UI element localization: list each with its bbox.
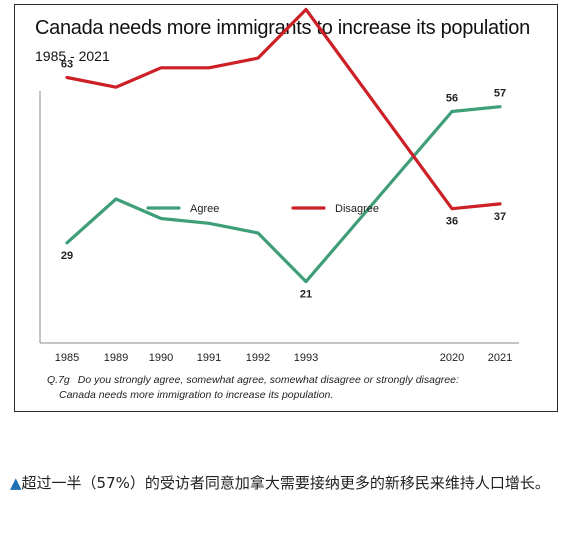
agree-data-label-1985: 29 bbox=[61, 250, 73, 262]
agree-series-line bbox=[65, 105, 502, 284]
legend: Agree Disagree bbox=[146, 203, 379, 215]
line-chart: 2921565763773637 19851989199019911992199… bbox=[39, 7, 519, 364]
question-id: Q.7g bbox=[47, 374, 70, 386]
data-labels-layer: 2921565763773637 bbox=[61, 59, 506, 301]
legend-label-agree: Agree bbox=[190, 203, 219, 215]
question-line-2: Canada needs more immigration to increas… bbox=[59, 389, 334, 401]
x-tick-labels: 1985 1989 1990 1991 1992 1993 2020 2021 bbox=[55, 352, 512, 364]
caption: ▲超过一半（57%）的受访者同意加拿大需要接纳更多的新移民来维持人口增长。 bbox=[10, 466, 562, 500]
x-tick-1992: 1992 bbox=[246, 352, 270, 364]
x-tick-1991: 1991 bbox=[197, 352, 221, 364]
agree-data-label-2020: 56 bbox=[446, 93, 458, 105]
chart-subtitle: 1985 - 2021 bbox=[35, 48, 110, 64]
disagree-data-label-1985: 63 bbox=[61, 59, 73, 71]
survey-question-note: Q.7g Do you strongly agree, somewhat agre… bbox=[47, 373, 547, 403]
disagree-data-label-2021: 37 bbox=[494, 211, 506, 223]
agree-data-label-2021: 57 bbox=[494, 88, 506, 100]
x-tick-1993: 1993 bbox=[294, 352, 318, 364]
disagree-series-line bbox=[65, 7, 502, 211]
caption-text: 超过一半（57%）的受访者同意加拿大需要接纳更多的新移民来维持人口增长。 bbox=[21, 474, 550, 492]
triangle-icon: ▲ bbox=[10, 474, 22, 492]
agree-data-label-1993: 21 bbox=[300, 289, 312, 301]
question-line-1: Do you strongly agree, somewhat agree, s… bbox=[77, 374, 459, 386]
x-tick-1989: 1989 bbox=[104, 352, 128, 364]
x-tick-2021: 2021 bbox=[488, 352, 512, 364]
series-layer bbox=[65, 7, 502, 284]
x-tick-2020: 2020 bbox=[440, 352, 464, 364]
chart-title: Canada needs more immigrants to increase… bbox=[35, 17, 530, 39]
chart-frame: Canada needs more immigrants to increase… bbox=[14, 4, 558, 412]
legend-label-disagree: Disagree bbox=[335, 203, 379, 215]
x-tick-1990: 1990 bbox=[149, 352, 173, 364]
disagree-data-label-2020: 36 bbox=[446, 216, 458, 228]
x-tick-1985: 1985 bbox=[55, 352, 79, 364]
